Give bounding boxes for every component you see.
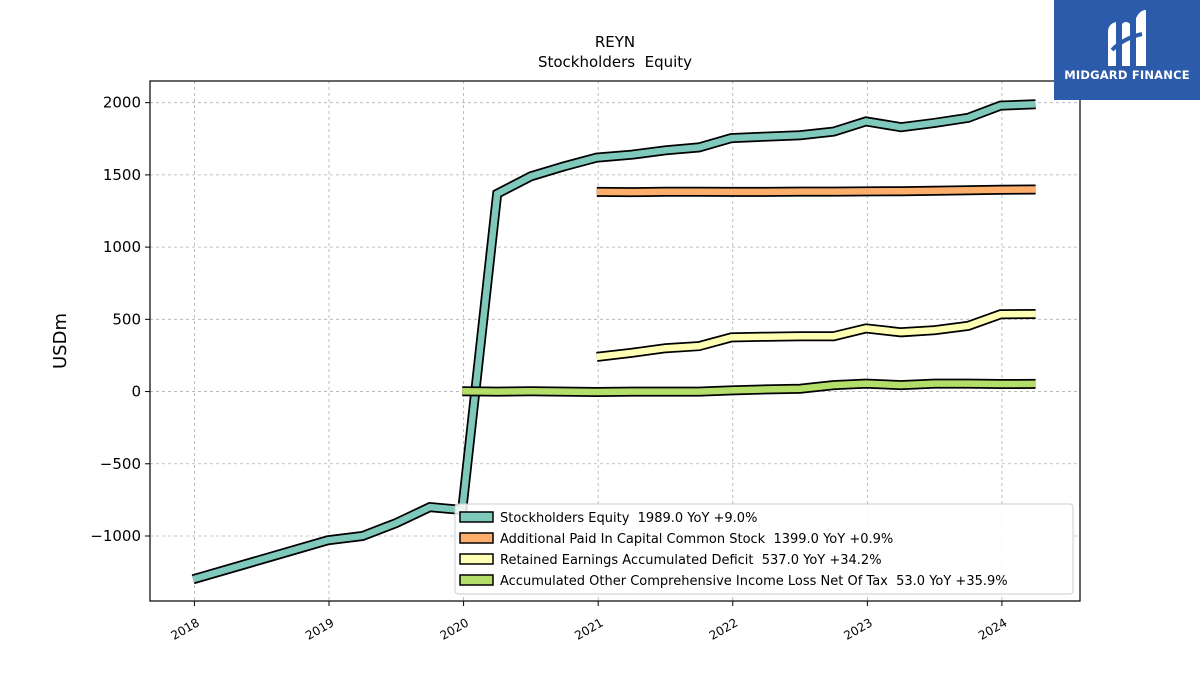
series-stockholders-equity bbox=[191, 99, 1036, 585]
series-line bbox=[596, 310, 1036, 361]
series-additional-paid-in-capital-common-stock bbox=[596, 184, 1036, 198]
logo-mark-icon bbox=[1108, 10, 1146, 66]
series-accumulated-other-comprehensive-income-loss-net-of-tax bbox=[462, 378, 1036, 398]
y-tick-label: 1500 bbox=[103, 166, 141, 184]
legend-label: Accumulated Other Comprehensive Income L… bbox=[500, 574, 1008, 589]
legend-swatch bbox=[459, 574, 494, 586]
legend: Stockholders Equity 1989.0 YoY +9.0% Addi… bbox=[454, 503, 1074, 595]
series-layer bbox=[191, 99, 1036, 585]
series-retained-earnings-accumulated-deficit bbox=[596, 309, 1036, 362]
legend-swatch bbox=[459, 553, 494, 565]
y-tick-label: 500 bbox=[112, 310, 141, 328]
legend-label: Additional Paid In Capital Common Stock … bbox=[500, 532, 893, 547]
y-axis-label: USDm bbox=[50, 313, 71, 369]
y-tick-label: −1000 bbox=[90, 527, 141, 545]
y-tick-label: 2000 bbox=[103, 94, 141, 112]
brand-logo: MIDGARD FINANCE bbox=[1054, 0, 1200, 100]
legend-box bbox=[454, 503, 1074, 595]
logo-text: MIDGARD FINANCE bbox=[1064, 68, 1190, 82]
y-tick-label: −500 bbox=[100, 455, 141, 473]
plot-frame bbox=[149, 80, 1081, 602]
legend-swatch bbox=[459, 532, 494, 544]
legend-label: Stockholders Equity 1989.0 YoY +9.0% bbox=[500, 511, 757, 526]
legend-swatch bbox=[459, 511, 494, 523]
series-line bbox=[192, 101, 1036, 583]
chart-title: REYN bbox=[595, 33, 635, 51]
series-line bbox=[596, 186, 1036, 196]
series-line bbox=[462, 380, 1036, 396]
legend-label: Retained Earnings Accumulated Deficit 53… bbox=[500, 553, 882, 568]
y-axis: −1000 −500 0 500 1000 1500 2000 bbox=[90, 94, 150, 545]
chart-subtitle: Stockholders Equity bbox=[538, 53, 692, 71]
y-tick-label: 1000 bbox=[103, 238, 141, 256]
y-tick-label: 0 bbox=[131, 383, 141, 401]
